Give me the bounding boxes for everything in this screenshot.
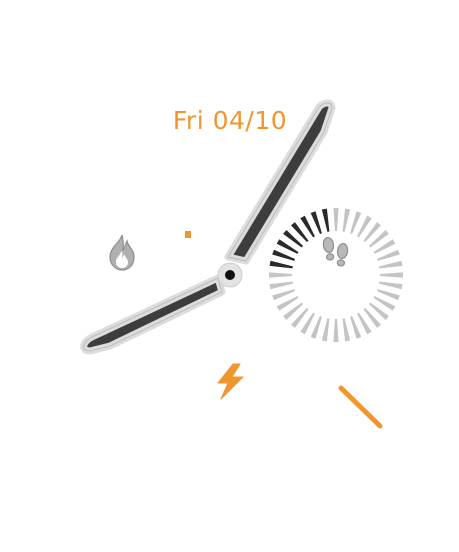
steps-ring-segment <box>363 222 381 242</box>
steps-ring-segment <box>369 230 389 248</box>
steps-ring-segment <box>333 208 339 231</box>
hour-marker-dot <box>185 231 191 238</box>
steps-ring-segment <box>291 308 309 328</box>
steps-ring-segment <box>276 296 299 311</box>
steps-ring-segment <box>350 211 362 234</box>
steps-ring-segment <box>377 289 400 301</box>
steps-ring-segment <box>363 308 381 328</box>
steps-ring-segment <box>369 302 389 320</box>
lightning-bolt-icon <box>217 363 244 400</box>
steps-ring-segment <box>300 312 315 335</box>
steps-ring-segment <box>333 319 339 342</box>
hour-hand <box>80 274 226 355</box>
steps-ring-segment <box>379 260 403 269</box>
steps-ring-segment <box>342 318 351 342</box>
steps-ring-segment <box>310 211 322 234</box>
steps-ring-segment <box>342 208 351 232</box>
steps-ring-segment <box>357 215 372 238</box>
steps-ring-segment <box>276 239 299 254</box>
steps-ring-segment <box>380 272 403 278</box>
footprints-icon <box>322 236 349 267</box>
steps-ring-segment <box>310 316 322 339</box>
date-label: Fri 04/10 <box>172 106 288 135</box>
steps-ring-segment <box>269 281 293 290</box>
flame-icon <box>109 234 135 271</box>
steps-ring-segment <box>321 208 330 232</box>
steps-ring-segment <box>272 249 295 261</box>
steps-ring-segment <box>283 302 303 320</box>
steps-ring-segment <box>283 230 303 248</box>
steps-ring-segment <box>300 215 315 238</box>
minute-hand <box>224 99 336 265</box>
seconds-hand <box>338 385 383 429</box>
steps-ring-segment <box>350 316 362 339</box>
steps-ring-segment <box>321 318 330 342</box>
steps-ring-segment <box>269 272 292 278</box>
steps-ring-segment <box>272 289 295 301</box>
steps-ring-segment <box>373 296 396 311</box>
center-hub <box>217 262 243 288</box>
steps-progress-ring <box>269 208 403 342</box>
steps-ring-segment <box>377 249 400 261</box>
steps-ring-segment <box>291 222 309 242</box>
steps-ring-segment <box>269 260 293 269</box>
steps-ring-segment <box>373 239 396 254</box>
steps-ring-segment <box>357 312 372 335</box>
steps-ring-segment <box>379 281 403 290</box>
